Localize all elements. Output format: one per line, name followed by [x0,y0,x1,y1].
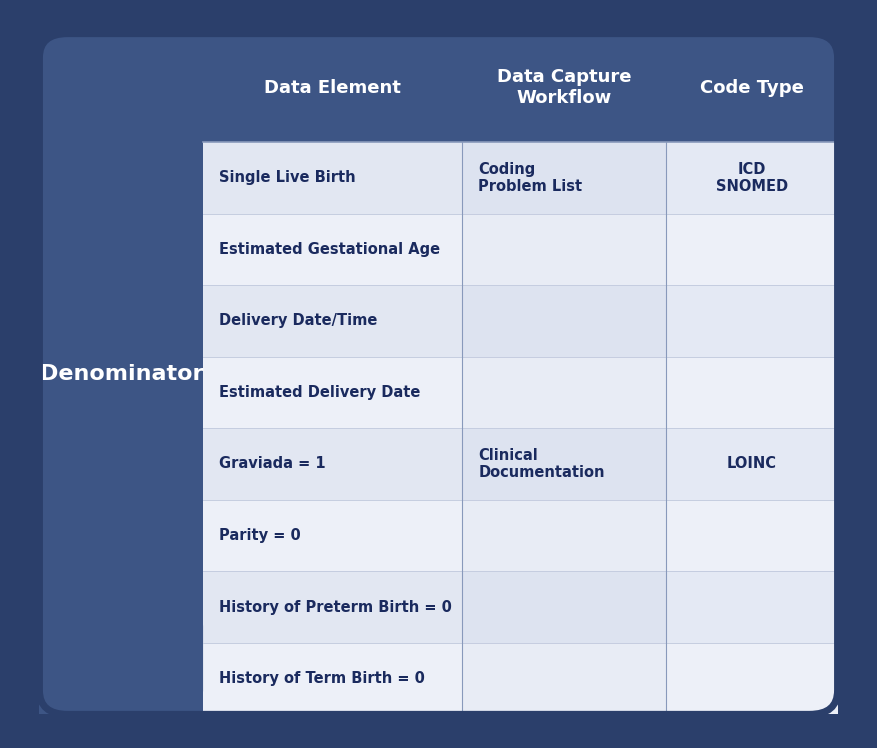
Bar [666,357,838,428]
Bar [39,633,203,690]
Bar [203,500,462,571]
FancyBboxPatch shape [35,30,842,718]
Bar [462,357,666,428]
Bar [666,285,838,357]
Text: Clinical
Documentation: Clinical Documentation [478,448,605,480]
Bar [462,285,666,357]
Bar [462,500,666,571]
Bar [666,500,838,571]
Bar [203,357,462,428]
Text: Coding
Problem List: Coding Problem List [478,162,582,194]
Text: Estimated Delivery Date: Estimated Delivery Date [219,385,420,400]
Text: ICD
SNOMED: ICD SNOMED [716,162,788,194]
Text: LOINC: LOINC [727,456,777,471]
Text: Data Capture
Workflow: Data Capture Workflow [497,69,631,107]
Bar [203,643,462,714]
Bar [462,643,666,714]
Bar [666,643,838,714]
Bar [462,571,666,643]
FancyBboxPatch shape [39,34,838,142]
Bar [666,142,838,214]
FancyBboxPatch shape [39,602,203,714]
Text: Denominator: Denominator [39,364,203,384]
Bar [462,214,666,285]
Bar [203,285,462,357]
Bar [666,428,838,500]
Bar [39,94,838,142]
FancyBboxPatch shape [39,34,838,714]
Text: Estimated Gestational Age: Estimated Gestational Age [219,242,440,257]
Text: Single Live Birth: Single Live Birth [219,171,355,186]
Bar [203,214,462,285]
Text: History of Preterm Birth = 0: History of Preterm Birth = 0 [219,600,452,615]
Bar [462,428,666,500]
Text: Data Element: Data Element [264,79,401,97]
Bar [39,142,203,714]
Bar [203,571,462,643]
Text: History of Term Birth = 0: History of Term Birth = 0 [219,671,424,686]
Text: Graviada = 1: Graviada = 1 [219,456,325,471]
Text: Parity = 0: Parity = 0 [219,528,301,543]
Bar [203,428,462,500]
Bar [203,142,462,214]
Bar [462,142,666,214]
Bar [666,214,838,285]
Text: Code Type: Code Type [700,79,803,97]
Text: Delivery Date/Time: Delivery Date/Time [219,313,377,328]
Bar [666,571,838,643]
